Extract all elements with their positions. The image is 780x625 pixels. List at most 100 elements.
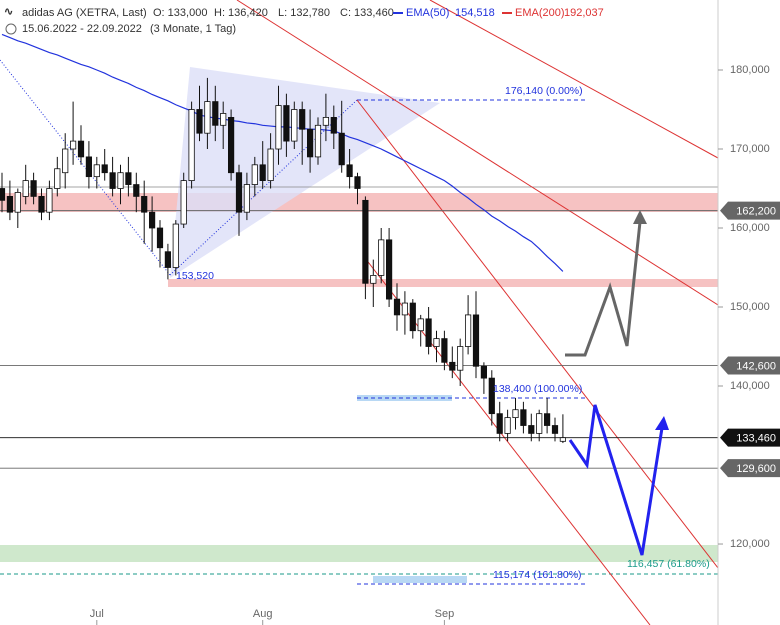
ohlc: L: 132,780 (278, 7, 330, 19)
candle-body (378, 239, 385, 276)
candle-body (330, 116, 337, 134)
candle-body (362, 199, 369, 284)
legend-value: 192,037 (564, 7, 604, 19)
candle-body (488, 377, 495, 415)
date-range: 15.06.2022 - 22.09.2022 (22, 23, 142, 35)
candle-body (504, 417, 511, 434)
candle-body (125, 172, 132, 185)
candle-body (346, 164, 353, 178)
candle-body (0, 188, 6, 201)
x-tick-label: Aug (253, 608, 273, 620)
annotation: 115,174 (161.80%) (493, 569, 582, 581)
ohlc: C: 133,460 (340, 7, 394, 19)
candle-body (156, 227, 164, 249)
arrow-head (633, 210, 647, 224)
candle-body (544, 413, 551, 426)
candle-body (275, 105, 282, 150)
legend-name: EMA(200) (515, 7, 565, 19)
support-zone (0, 545, 718, 562)
candle-body (433, 338, 440, 347)
candle-body (401, 302, 409, 316)
target-box (357, 395, 452, 401)
candle-body (393, 298, 401, 316)
candle-body (188, 109, 195, 182)
y-tick-label: 170,000 (730, 143, 770, 155)
candle-body (291, 109, 298, 142)
y-tick-label: 120,000 (730, 538, 770, 550)
candle-body (164, 251, 171, 268)
candle-body (354, 176, 361, 189)
candle-body (196, 109, 203, 134)
candle-body (85, 156, 92, 178)
candle-body (212, 101, 219, 126)
scenario-arrow (565, 221, 642, 357)
y-tick-label: 160,000 (730, 222, 770, 234)
level-label: 129,600 (736, 463, 776, 475)
ohlc: O: 133,000 (153, 7, 207, 19)
candle-body (141, 196, 148, 213)
ohlc: H: 136,420 (214, 7, 268, 19)
candle-body (520, 409, 527, 426)
candle-body (559, 437, 567, 442)
candle-body (235, 172, 243, 213)
candle-body (54, 168, 61, 189)
resistance-zone (168, 279, 718, 287)
candle-body (243, 184, 250, 213)
legend-name: EMA(50) (406, 7, 449, 19)
level-badge (720, 356, 780, 375)
y-tick-label: 140,000 (730, 380, 770, 392)
candle-body (441, 338, 448, 363)
annotation: 116,457 (61.80%) (627, 558, 710, 570)
level-label: 142,600 (736, 360, 776, 372)
candle-body (306, 128, 314, 158)
candle-body (338, 132, 345, 166)
level-badge (720, 201, 780, 220)
arrow-head (655, 416, 669, 430)
candle-body (385, 239, 393, 300)
candle-body (148, 211, 156, 229)
clock-icon (5, 23, 17, 35)
annotation: 138,400 (100.00%) (493, 383, 582, 395)
period: (3 Monate, 1 Tag) (150, 23, 236, 35)
trendline (0, 59, 171, 276)
candle-body (204, 101, 211, 134)
candle-body (22, 180, 29, 197)
candle-body (314, 124, 322, 158)
legend-value: 154,518 (455, 7, 495, 19)
candle-body (299, 109, 306, 130)
level-badge (720, 459, 780, 478)
candle-body (172, 223, 179, 268)
candle-body (46, 188, 53, 213)
candle-body (425, 318, 432, 347)
candle-body (480, 365, 488, 379)
candle-body (14, 192, 21, 213)
x-tick-label: Jul (90, 608, 104, 620)
candle-body (109, 172, 116, 189)
candle-body (457, 346, 464, 371)
level-badge (720, 428, 780, 447)
candle-body (417, 318, 424, 332)
candle-body (449, 361, 456, 371)
level-label: 162,200 (736, 206, 776, 218)
candle-body (322, 116, 330, 126)
resistance-zone (0, 193, 718, 212)
y-tick-label: 180,000 (730, 64, 770, 76)
candle-body (101, 164, 108, 174)
triangle (170, 67, 440, 278)
candle-body (251, 164, 258, 185)
candle-body (496, 413, 503, 434)
x-tick-label: Sep (435, 608, 455, 620)
candle-body (133, 184, 140, 197)
candle-body (528, 425, 535, 434)
candle-body (180, 180, 187, 225)
annotation: 153,520 (176, 270, 214, 282)
candle-body (259, 164, 266, 182)
target-box (373, 576, 467, 583)
icon: ∿ (4, 6, 13, 18)
candle-body (551, 425, 559, 434)
candle-body (370, 275, 377, 284)
candle-body (62, 148, 69, 174)
y-tick-label: 150,000 (730, 301, 770, 313)
candle-body (70, 140, 77, 150)
